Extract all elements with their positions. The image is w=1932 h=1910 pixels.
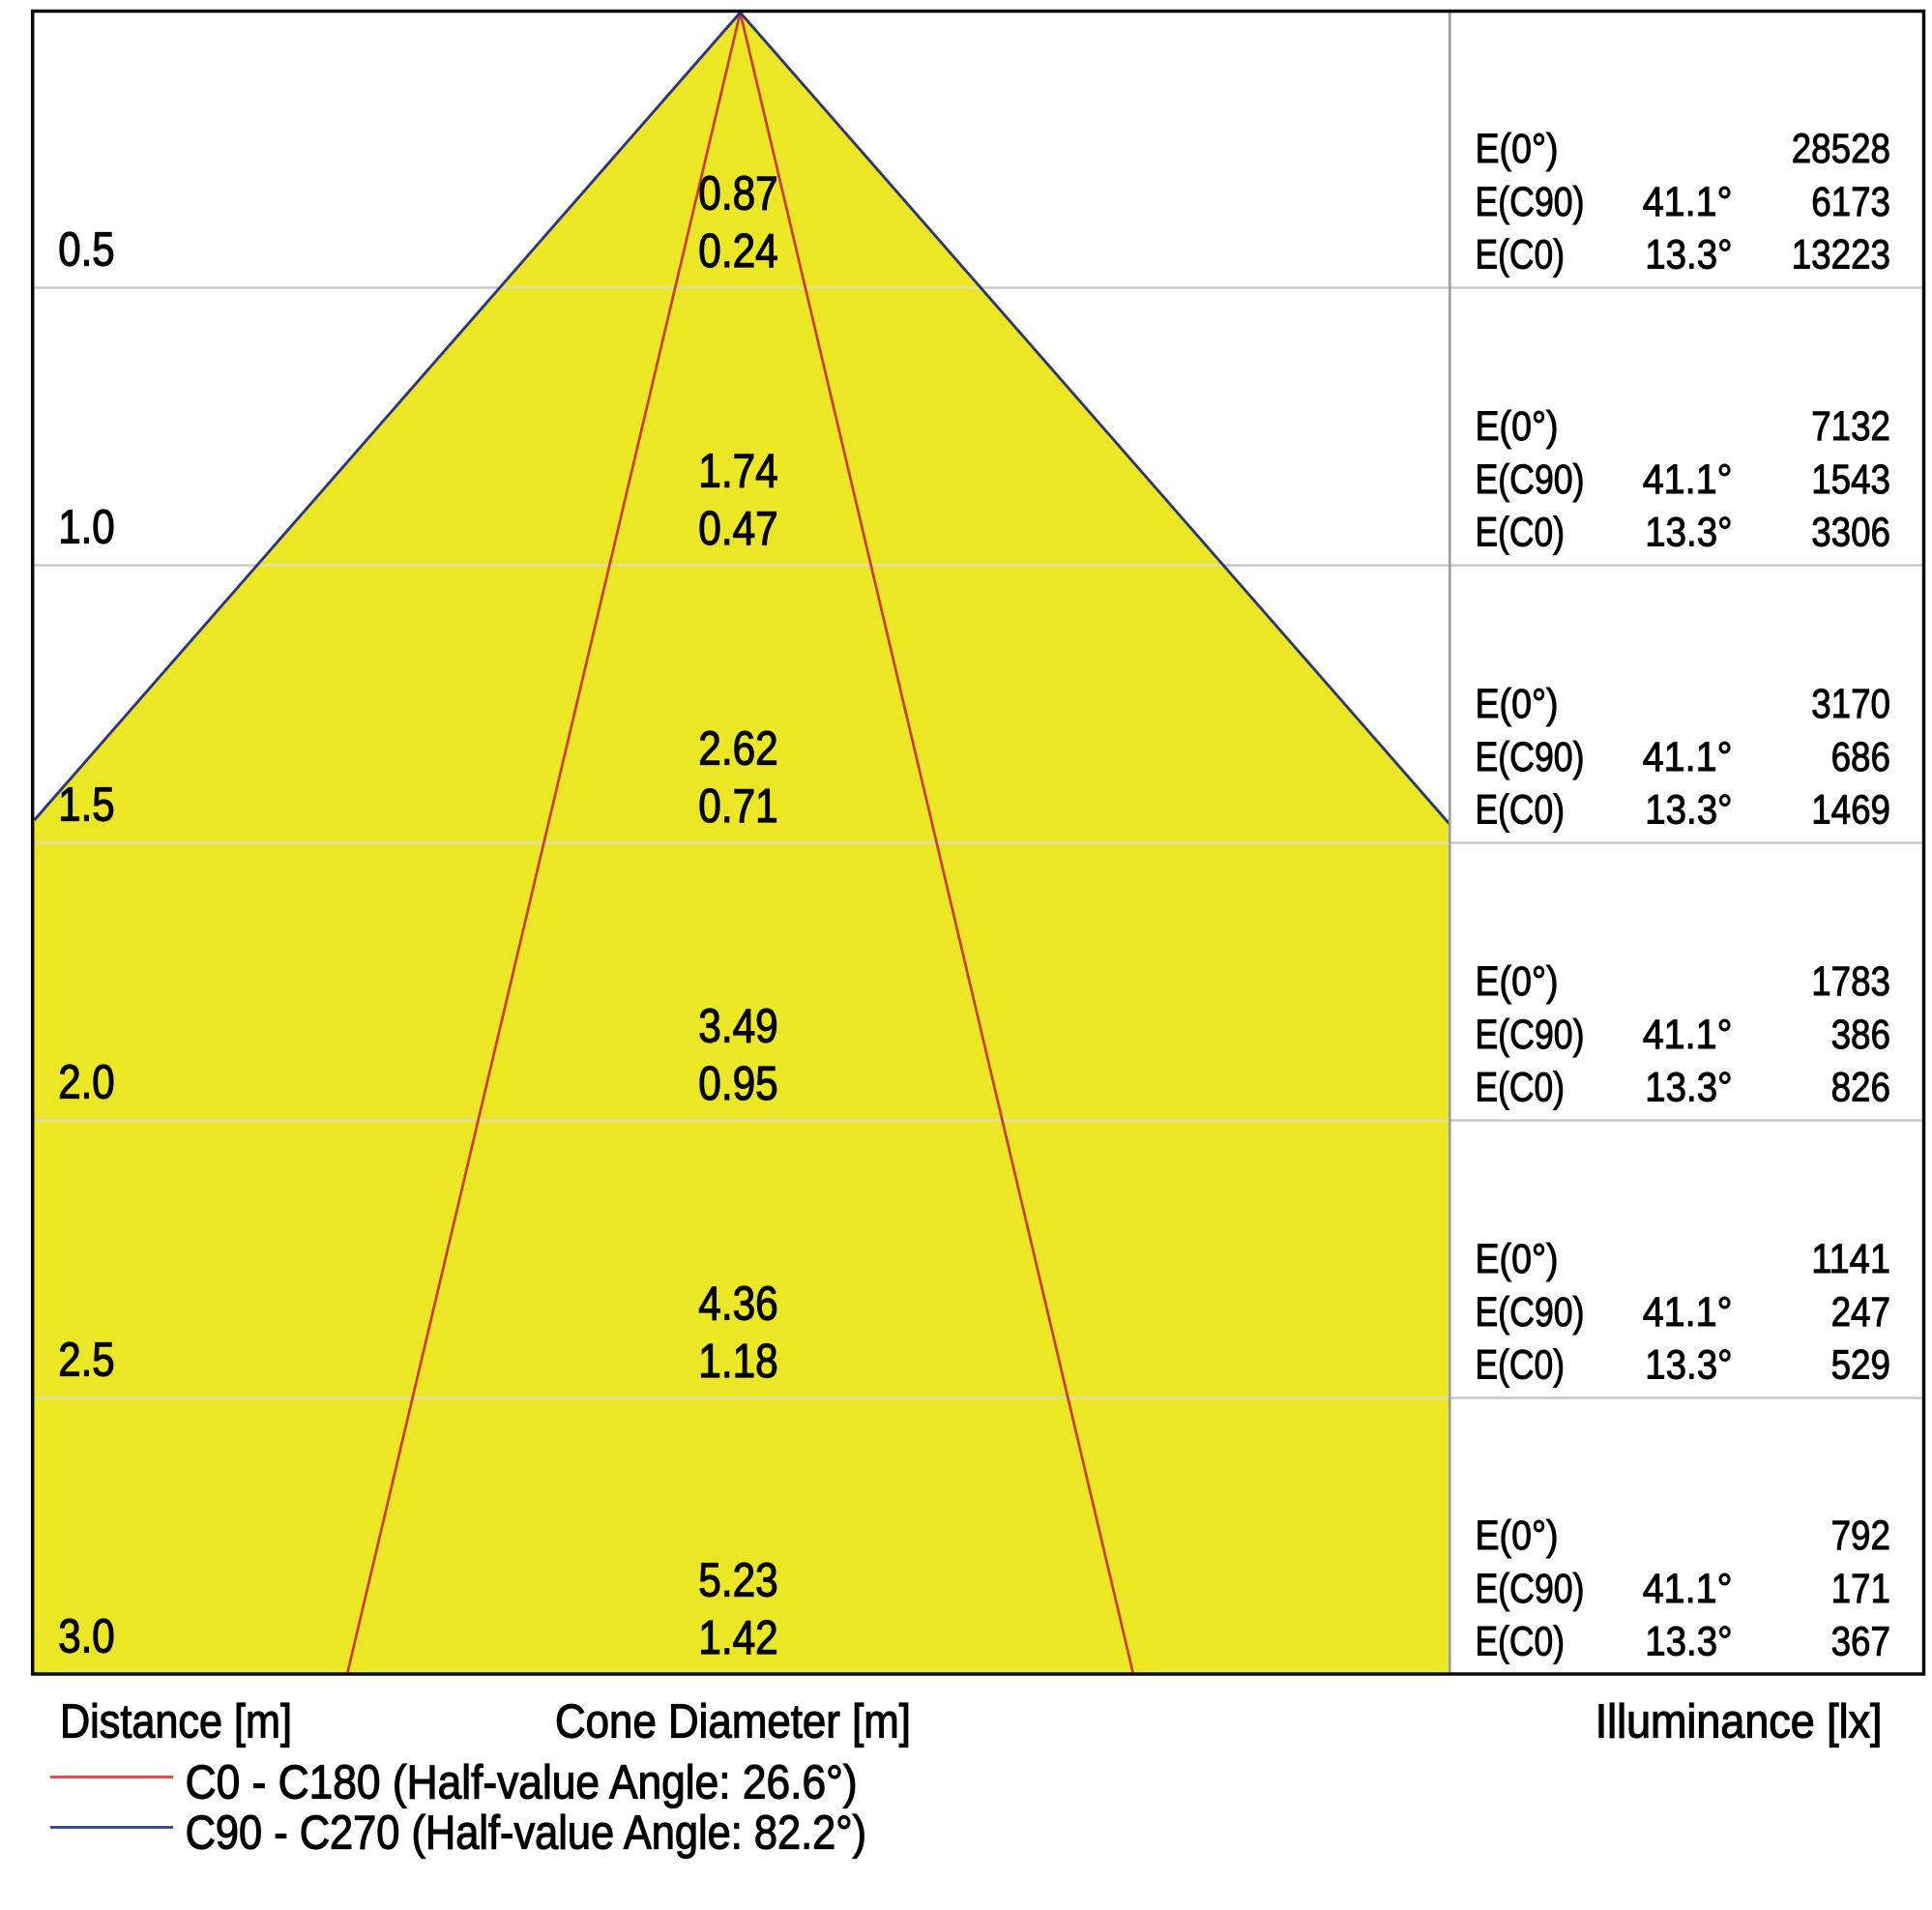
svg-text:E(0°): E(0°): [1476, 126, 1559, 172]
svg-text:3.0: 3.0: [58, 1611, 114, 1663]
svg-text:4.36: 4.36: [698, 1278, 778, 1331]
svg-text:1.0: 1.0: [58, 502, 114, 554]
svg-text:28528: 28528: [1792, 126, 1890, 172]
svg-text:41.1°: 41.1°: [1643, 1012, 1733, 1058]
svg-text:41.1°: 41.1°: [1643, 456, 1733, 503]
svg-text:41.1°: 41.1°: [1643, 1566, 1733, 1612]
svg-text:1.18: 1.18: [698, 1336, 778, 1388]
svg-text:E(C90): E(C90): [1476, 1566, 1585, 1612]
svg-text:529: 529: [1831, 1342, 1890, 1389]
svg-text:Cone Diameter [m]: Cone Diameter [m]: [555, 1696, 911, 1748]
svg-text:41.1°: 41.1°: [1643, 1289, 1733, 1336]
svg-text:826: 826: [1831, 1065, 1890, 1111]
svg-text:2.0: 2.0: [58, 1057, 114, 1109]
svg-text:3.49: 3.49: [698, 1001, 778, 1053]
svg-text:13223: 13223: [1792, 232, 1890, 279]
svg-text:3170: 3170: [1811, 681, 1890, 727]
svg-text:367: 367: [1831, 1619, 1890, 1665]
svg-text:0.87: 0.87: [698, 168, 778, 220]
svg-text:1.74: 1.74: [698, 446, 778, 498]
svg-text:E(0°): E(0°): [1476, 1236, 1559, 1282]
svg-text:E(C0): E(C0): [1476, 1065, 1566, 1111]
svg-text:247: 247: [1831, 1289, 1890, 1336]
svg-text:13.3°: 13.3°: [1645, 1619, 1732, 1665]
svg-text:E(C90): E(C90): [1476, 456, 1585, 503]
svg-text:171: 171: [1831, 1566, 1890, 1612]
svg-text:1.5: 1.5: [58, 779, 114, 832]
svg-text:E(C0): E(C0): [1476, 787, 1566, 834]
svg-text:1783: 1783: [1811, 958, 1890, 1005]
svg-text:686: 686: [1831, 734, 1890, 780]
svg-text:E(C90): E(C90): [1476, 1012, 1585, 1058]
svg-text:0.71: 0.71: [698, 780, 778, 833]
svg-text:0.47: 0.47: [698, 503, 778, 555]
svg-text:13.3°: 13.3°: [1645, 510, 1732, 556]
svg-text:41.1°: 41.1°: [1643, 734, 1733, 780]
svg-text:41.1°: 41.1°: [1643, 179, 1733, 225]
svg-text:E(C0): E(C0): [1476, 1619, 1566, 1665]
svg-text:13.3°: 13.3°: [1645, 1342, 1732, 1389]
svg-text:13.3°: 13.3°: [1645, 787, 1732, 834]
svg-text:E(0°): E(0°): [1476, 403, 1559, 450]
svg-text:1.42: 1.42: [698, 1612, 778, 1664]
svg-text:3306: 3306: [1811, 510, 1890, 556]
svg-text:C90 - C270 (Half-value Angle:: C90 - C270 (Half-value Angle: 82.2°): [186, 1807, 867, 1860]
svg-text:0.24: 0.24: [698, 225, 778, 278]
svg-text:1543: 1543: [1811, 456, 1890, 503]
svg-text:386: 386: [1831, 1012, 1890, 1058]
svg-text:0.95: 0.95: [698, 1058, 778, 1110]
svg-text:5.23: 5.23: [698, 1555, 778, 1607]
svg-text:C0 - C180 (Half-value Angle: 2: C0 - C180 (Half-value Angle: 26.6°): [186, 1757, 858, 1809]
svg-text:1141: 1141: [1811, 1236, 1890, 1282]
svg-text:E(C0): E(C0): [1476, 1342, 1566, 1389]
svg-text:0.5: 0.5: [58, 224, 114, 277]
svg-text:E(C0): E(C0): [1476, 510, 1566, 556]
svg-text:Illuminance [lx]: Illuminance [lx]: [1595, 1696, 1883, 1748]
svg-text:7132: 7132: [1811, 403, 1890, 450]
svg-text:E(0°): E(0°): [1476, 958, 1559, 1005]
svg-text:E(C90): E(C90): [1476, 734, 1585, 780]
svg-text:E(0°): E(0°): [1476, 1513, 1559, 1559]
svg-text:E(C0): E(C0): [1476, 232, 1566, 279]
svg-text:13.3°: 13.3°: [1645, 1065, 1732, 1111]
svg-text:E(C90): E(C90): [1476, 1289, 1585, 1336]
svg-text:1469: 1469: [1811, 787, 1890, 834]
svg-text:2.5: 2.5: [58, 1335, 114, 1387]
svg-text:E(C90): E(C90): [1476, 179, 1585, 225]
svg-text:13.3°: 13.3°: [1645, 232, 1732, 279]
svg-text:E(0°): E(0°): [1476, 681, 1559, 727]
svg-text:792: 792: [1831, 1513, 1890, 1559]
svg-text:2.62: 2.62: [698, 723, 778, 776]
svg-text:6173: 6173: [1811, 179, 1890, 225]
svg-text:Distance [m]: Distance [m]: [60, 1696, 292, 1748]
